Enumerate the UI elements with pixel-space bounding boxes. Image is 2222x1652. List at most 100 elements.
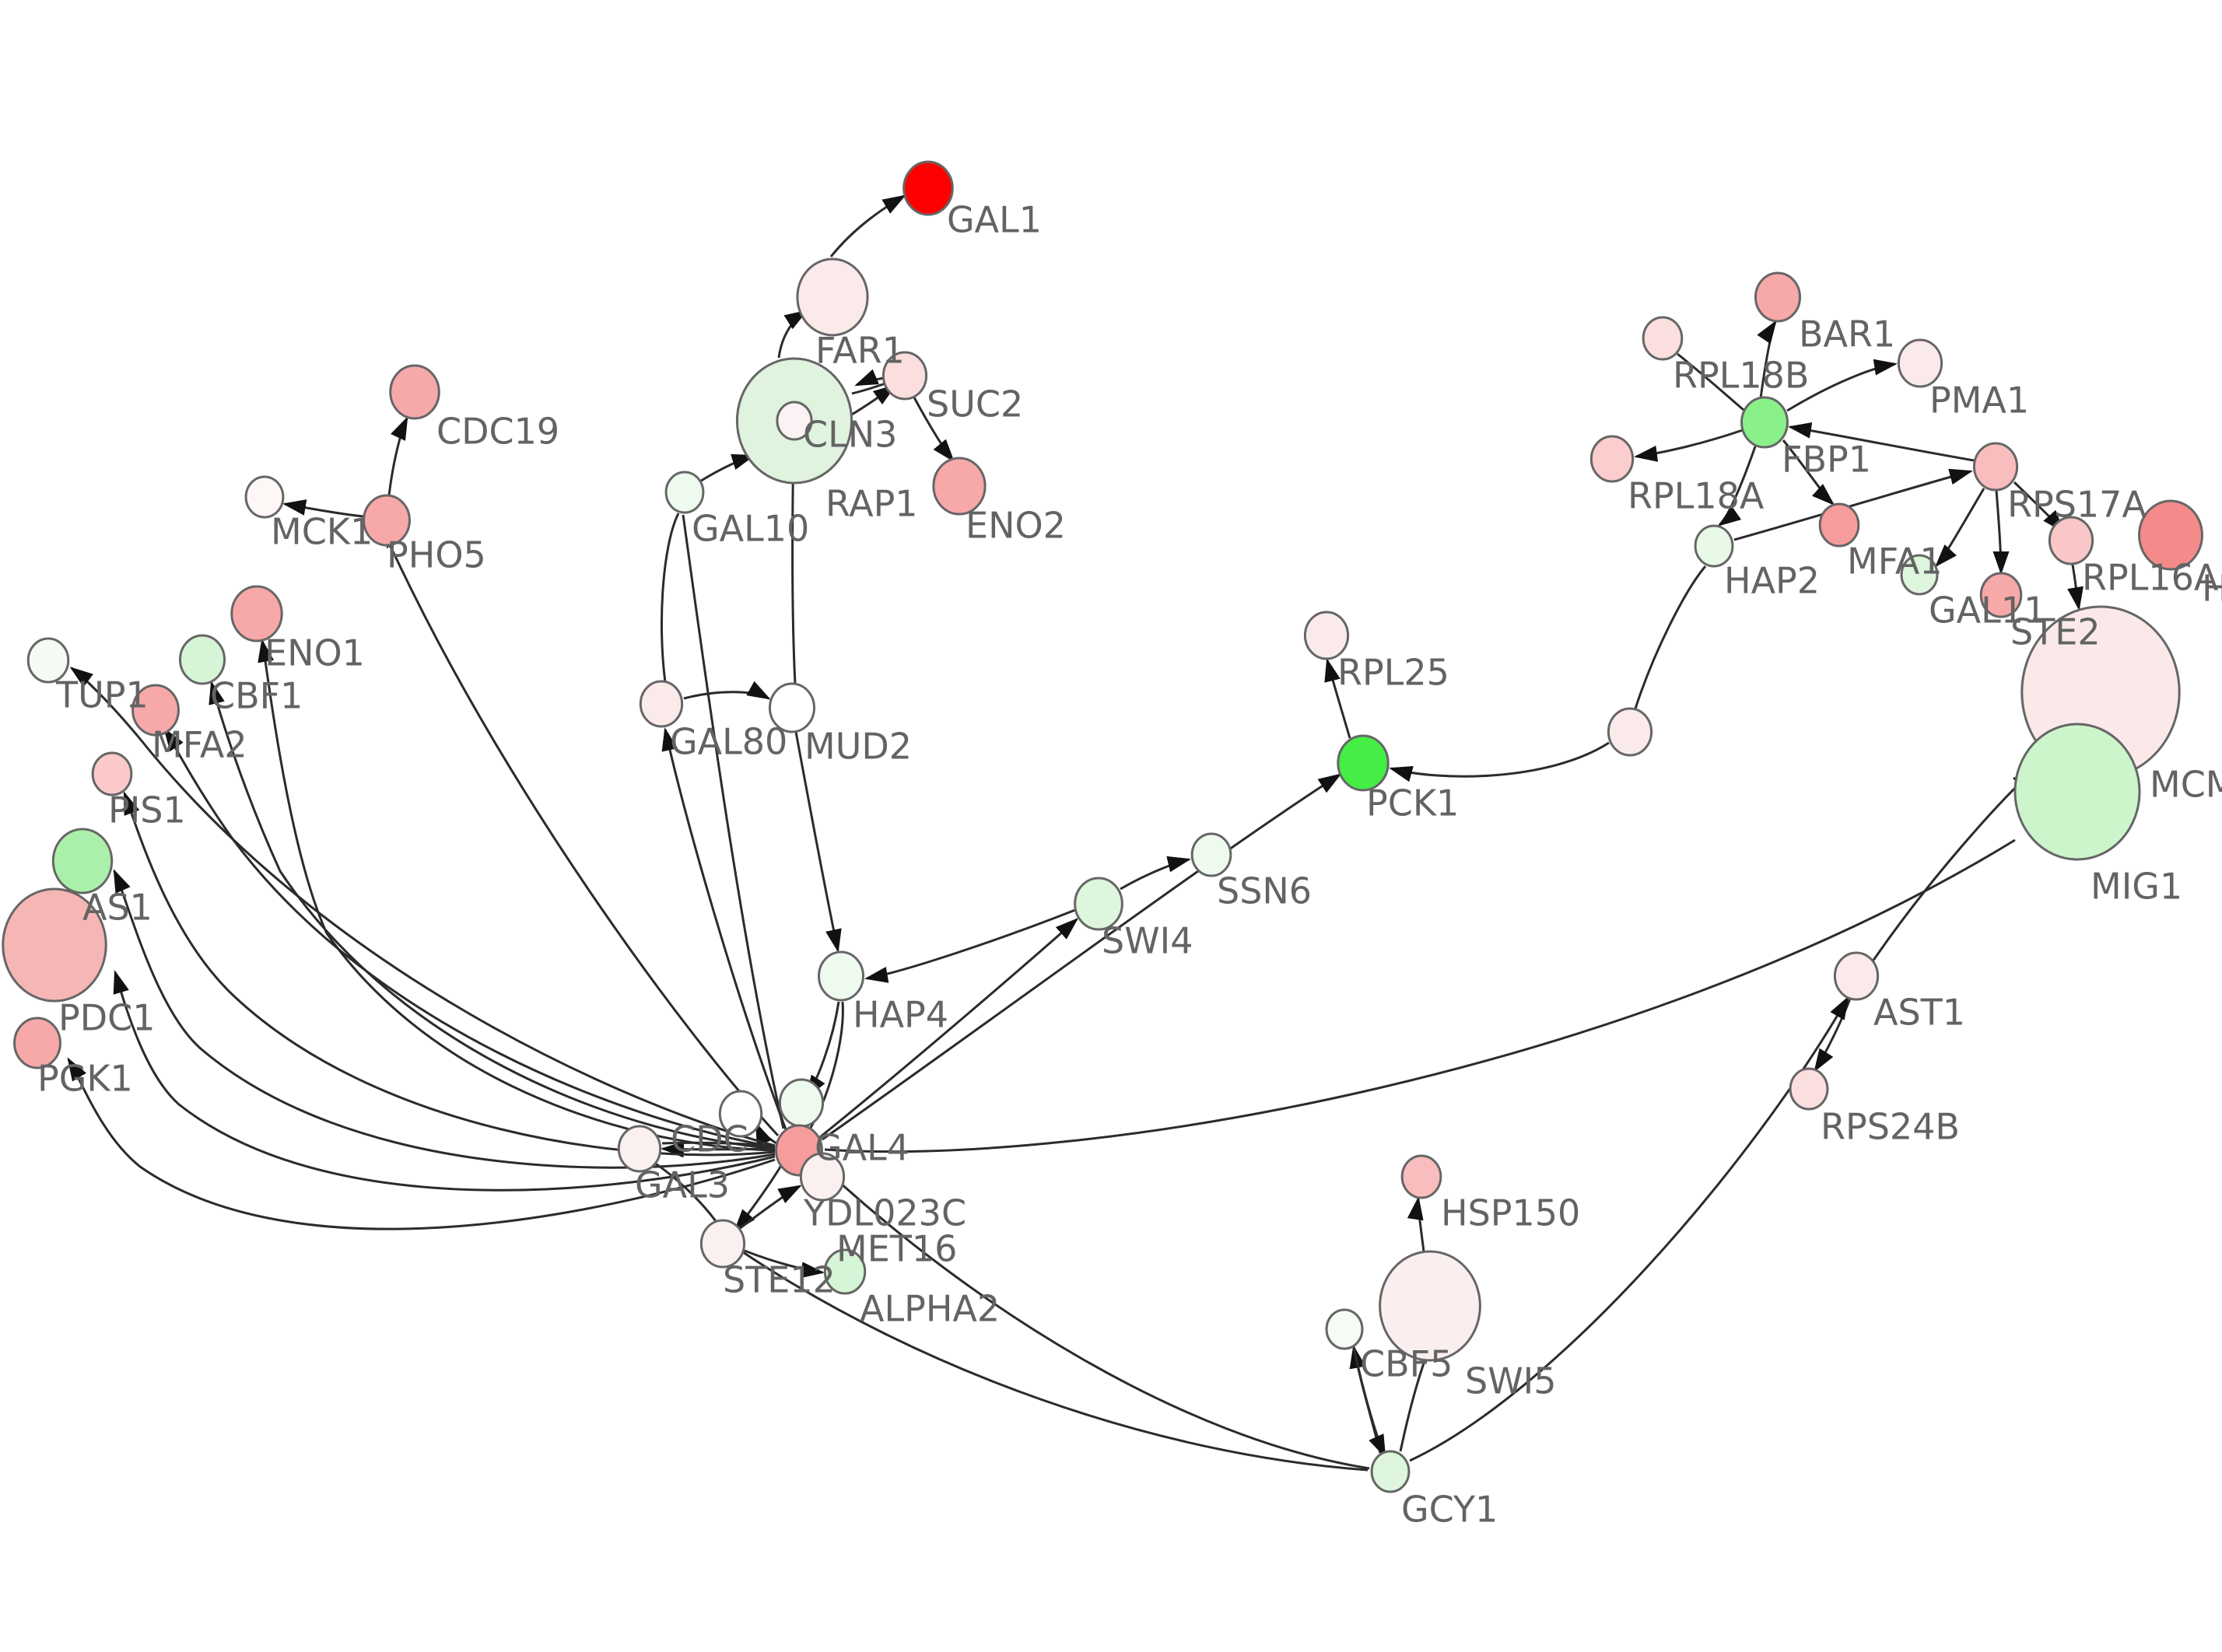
node-cdc19[interactable] bbox=[389, 364, 440, 420]
node-hap2[interactable] bbox=[1694, 524, 1734, 568]
node-ssn6[interactable] bbox=[1190, 832, 1232, 877]
node-gcy1[interactable] bbox=[1370, 1450, 1411, 1493]
node-ste2[interactable] bbox=[1979, 572, 2023, 618]
node-gal80[interactable] bbox=[639, 680, 684, 728]
edge-gal4-to-pdc1 bbox=[113, 970, 776, 1192]
node-mud2[interactable] bbox=[768, 682, 816, 733]
edge-fbp1-to-pma1 bbox=[1786, 359, 1898, 412]
node-rap1[interactable] bbox=[776, 401, 813, 441]
edge-ste12-to-gcy1 bbox=[742, 1251, 1369, 1472]
edge-ste12-to-ydl023c bbox=[738, 1185, 802, 1230]
node-mig1[interactable] bbox=[2013, 723, 2141, 861]
node-label-rpl16a: RPL16A bbox=[2082, 557, 2219, 599]
node-rpl16a[interactable] bbox=[2048, 516, 2094, 565]
node-hap4[interactable] bbox=[817, 950, 865, 1002]
node-pis1[interactable] bbox=[91, 751, 133, 796]
node-rps17a[interactable] bbox=[1972, 442, 2019, 492]
node-label-rpl25: RPL25 bbox=[1337, 652, 1449, 694]
node-gal11[interactable] bbox=[1900, 554, 1939, 596]
node-label-cbf5: CBF5 bbox=[1360, 1343, 1453, 1385]
node-label-bar1: BAR1 bbox=[1799, 313, 1895, 355]
edge-suc2-to-eno2 bbox=[913, 397, 955, 463]
node-rpl25[interactable] bbox=[1303, 611, 1350, 660]
node-label-ste12: STE12 bbox=[723, 1259, 836, 1301]
node-alpha2[interactable] bbox=[823, 1248, 867, 1295]
node-label-gcy1: GCY1 bbox=[1401, 1489, 1498, 1531]
node-swi4[interactable] bbox=[1074, 877, 1123, 931]
node-label-pma1: PMA1 bbox=[1929, 380, 2029, 422]
node-cbf1[interactable] bbox=[178, 634, 226, 685]
node-label-alpha2: ALPHA2 bbox=[860, 1288, 1000, 1330]
edge-suc2-to-cln3 bbox=[854, 369, 885, 387]
node-label-gal3: GAL3 bbox=[635, 1164, 730, 1206]
edge-gal3-to-gal4 bbox=[661, 1141, 775, 1148]
node-eno2[interactable] bbox=[932, 457, 987, 516]
node-bar1[interactable] bbox=[1754, 271, 1802, 323]
edge-gal80-to-gal10 bbox=[661, 513, 680, 683]
node-fbp1[interactable] bbox=[1740, 396, 1789, 449]
labels-layer: GAL1 FAR1 SUC2 ENO2 CLN3 RAP1 CDC19 MCK1 PHO5 ENO… bbox=[37, 199, 2222, 1531]
node-label-mfa2: MFA2 bbox=[152, 724, 247, 766]
node-label-gal80: GAL80 bbox=[670, 721, 787, 763]
node-ste12[interactable] bbox=[699, 1219, 746, 1269]
node-label-pck1: PCK1 bbox=[1366, 782, 1459, 824]
node-label-cdc: CDC bbox=[671, 1118, 748, 1160]
node-label-rpl18a: RPL18A bbox=[1628, 475, 1765, 517]
node-label-swi4: SWI4 bbox=[1102, 920, 1193, 962]
node-cdc[interactable] bbox=[718, 1090, 763, 1138]
edge-ast1-to-rps24b bbox=[1814, 998, 1852, 1073]
node-hsp150[interactable] bbox=[1400, 1154, 1442, 1199]
node-label-gal11: GAL11 bbox=[1929, 590, 2046, 632]
node-mfa1[interactable] bbox=[1818, 502, 1860, 548]
node-label-rpl18b: RPL18B bbox=[1673, 355, 1809, 397]
node-label-his4: HIS4 bbox=[2202, 568, 2222, 610]
edge-swi4-to-ssn6 bbox=[1120, 856, 1191, 891]
node-far1[interactable] bbox=[796, 257, 869, 337]
node-ydl023c[interactable] bbox=[799, 1152, 846, 1202]
edge-unlabeled1-to-hap2 bbox=[1634, 565, 1707, 709]
node-label-hap4: HAP4 bbox=[853, 994, 948, 1036]
node-unlabeled1[interactable] bbox=[1607, 707, 1653, 757]
node-pho5[interactable] bbox=[363, 494, 411, 547]
edge-gal4-to-gal80 bbox=[661, 727, 787, 1130]
node-label-rps17a: RPS17A bbox=[2007, 484, 2147, 526]
node-as1[interactable] bbox=[51, 828, 114, 894]
node-gal10[interactable] bbox=[664, 471, 705, 514]
edge-gal10-to-cln3 bbox=[698, 453, 755, 484]
node-rpl18b[interactable] bbox=[1642, 316, 1684, 361]
node-label-mig1: MIG1 bbox=[2091, 866, 2182, 908]
node-gal1[interactable] bbox=[902, 160, 954, 216]
edge-far1-to-gal1 bbox=[829, 194, 906, 257]
node-swi5[interactable] bbox=[1379, 1250, 1481, 1362]
edge-fbp1-to-rpl18b bbox=[1677, 352, 1744, 411]
edge-pck1-to-rpl25 bbox=[1324, 658, 1351, 739]
edge-gal4-to-gal10 bbox=[682, 514, 785, 1129]
node-label-far1: FAR1 bbox=[815, 330, 905, 372]
node-pma1[interactable] bbox=[1897, 338, 1943, 388]
node-his4[interactable] bbox=[2138, 499, 2203, 571]
node-gal3[interactable] bbox=[617, 1125, 662, 1173]
node-cbf5[interactable] bbox=[1325, 1308, 1364, 1350]
node-rpl18a[interactable] bbox=[1589, 435, 1635, 483]
edge-fbp1-to-hap2 bbox=[1717, 446, 1757, 527]
edge-gal4-to-mig1 bbox=[824, 838, 2016, 1153]
node-tup1[interactable] bbox=[26, 637, 70, 684]
node-suc2[interactable] bbox=[881, 351, 928, 401]
node-eno1[interactable] bbox=[230, 585, 283, 642]
node-ast1[interactable] bbox=[1833, 951, 1880, 1001]
node-pgk1[interactable] bbox=[13, 1017, 61, 1069]
node-mfa2[interactable] bbox=[131, 684, 180, 737]
node-label-met16: MET16 bbox=[836, 1228, 957, 1270]
node-up_gal4[interactable] bbox=[778, 1078, 825, 1128]
edge-ste12-to-alpha2 bbox=[744, 1249, 825, 1279]
edge-cbf5-to-gcy1 bbox=[1352, 1346, 1386, 1458]
node-mck1[interactable] bbox=[244, 475, 285, 519]
edge-fbp1-to-mfa1 bbox=[1782, 439, 1835, 506]
edge-swi4-to-hap4 bbox=[864, 908, 1076, 983]
edge-fbp1-to-rpl18a bbox=[1634, 429, 1744, 462]
edge-rps17a-to-fbp1 bbox=[1788, 422, 1975, 462]
node-pdc1[interactable] bbox=[2, 887, 107, 1003]
node-rps24b[interactable] bbox=[1789, 1067, 1829, 1111]
node-pck1[interactable] bbox=[1337, 734, 1390, 792]
